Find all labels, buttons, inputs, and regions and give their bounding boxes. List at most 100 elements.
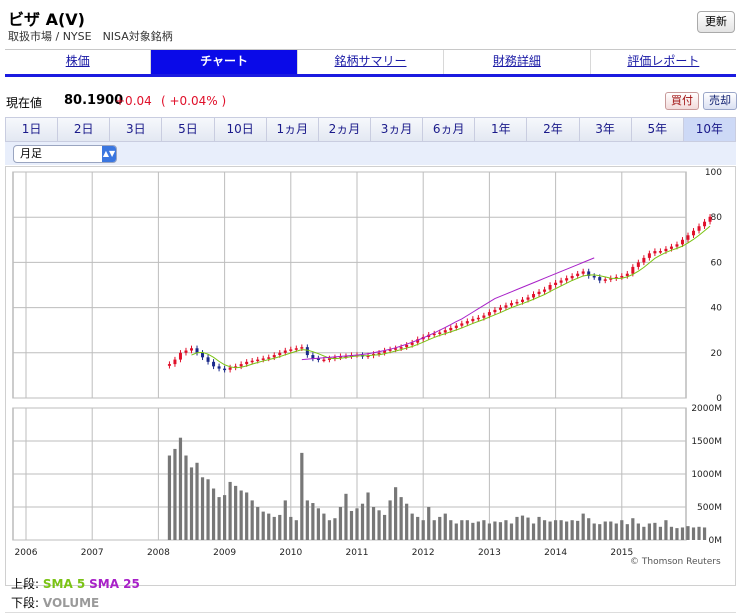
tab-rating-report[interactable]: 評価レポート — [589, 50, 736, 74]
divider — [5, 612, 736, 613]
volume-bar — [239, 490, 243, 540]
period-2m[interactable]: 2ヵ月 — [317, 118, 370, 141]
buy-button[interactable]: 買付 — [665, 92, 699, 110]
price-tick-label: 40 — [711, 304, 723, 314]
candle-body — [708, 216, 712, 222]
volume-bar — [647, 523, 651, 540]
candle-body — [703, 221, 707, 227]
period-1m[interactable]: 1ヵ月 — [265, 118, 318, 141]
volume-bar — [289, 516, 293, 540]
candle-body — [383, 350, 387, 353]
chart-frame — [5, 166, 736, 586]
candle-body — [532, 294, 536, 298]
tab-stock-price[interactable]: 株価 — [65, 54, 90, 68]
candle-body — [697, 226, 701, 231]
volume-bar — [355, 508, 359, 540]
candle-body — [388, 349, 392, 351]
candle-body — [509, 303, 513, 306]
period-3m[interactable]: 3ヵ月 — [369, 118, 423, 141]
candle-body — [554, 282, 558, 285]
period-selector: 1日 2日 3日 5日 10日 1ヵ月 2ヵ月 3ヵ月 6ヵ月 1年 2年 3年… — [5, 117, 736, 142]
legend-upper-label: 上段: — [11, 577, 40, 591]
tab-chart[interactable]: チャート — [150, 50, 297, 74]
candle-body — [239, 364, 243, 367]
candle-body — [493, 309, 497, 313]
volume-bar — [167, 455, 172, 540]
period-2d[interactable]: 2日 — [57, 118, 110, 141]
volume-bar — [471, 522, 475, 540]
candle-body — [498, 307, 502, 310]
x-tick-label: 2013 — [478, 548, 501, 558]
candle-body — [206, 357, 210, 362]
candle-body — [267, 357, 271, 359]
volume-bar — [394, 487, 398, 540]
candle-body — [636, 262, 640, 267]
sma5-line — [191, 225, 711, 369]
volume-bar — [509, 523, 514, 540]
candle-body — [212, 361, 216, 367]
volume-bar — [405, 503, 409, 540]
volume-bar — [581, 513, 585, 540]
market-info: 取扱市場 / NYSE NISA対象銘柄 — [8, 30, 173, 43]
sell-button[interactable]: 売却 — [703, 92, 737, 110]
period-6m[interactable]: 6ヵ月 — [422, 118, 475, 141]
interval-select[interactable]: 月足 ▲▼ — [13, 145, 117, 163]
x-tick-label: 2014 — [544, 548, 567, 558]
volume-bar — [427, 507, 431, 540]
period-3d[interactable]: 3日 — [109, 118, 162, 141]
volume-bar — [195, 462, 199, 540]
candle-body — [377, 352, 381, 355]
volume-bar — [200, 477, 205, 540]
volume-bar — [520, 515, 525, 540]
price-tick-label: 0 — [716, 394, 722, 404]
period-5y[interactable]: 5年 — [630, 118, 683, 141]
volume-bar — [620, 520, 624, 540]
x-tick-label: 2015 — [610, 548, 633, 558]
volume-bar — [504, 520, 508, 540]
period-2y[interactable]: 2年 — [526, 118, 579, 141]
candle-body — [443, 330, 447, 333]
volume-bar — [609, 521, 613, 540]
tab-summary[interactable]: 銘柄サマリー — [296, 50, 443, 74]
volume-bar — [614, 523, 618, 540]
candle-body — [173, 359, 177, 365]
candle-body — [454, 325, 458, 328]
candle-body — [432, 333, 436, 336]
candle-body — [184, 350, 188, 353]
period-10d[interactable]: 10日 — [213, 118, 266, 141]
candle-body — [289, 349, 293, 351]
candle-body — [669, 246, 673, 249]
legend-volume: VOLUME — [42, 596, 100, 610]
period-10y[interactable]: 10年 — [682, 118, 735, 141]
volume-tick-label: 1000M — [691, 470, 722, 480]
volume-bar — [283, 500, 287, 540]
volume-bar — [548, 521, 552, 540]
candle-body — [460, 323, 464, 326]
legend-lower-label: 下段: — [11, 596, 40, 610]
candle-body — [642, 257, 646, 263]
volume-tick-label: 500M — [697, 503, 722, 513]
volume-bar — [697, 526, 701, 540]
period-1y[interactable]: 1年 — [474, 118, 527, 141]
volume-bar — [598, 524, 602, 540]
candle-body — [664, 248, 668, 252]
candle-body — [548, 285, 552, 290]
candle-body — [647, 253, 651, 258]
candle-body — [195, 348, 199, 353]
volume-bar — [366, 492, 370, 540]
refresh-button[interactable]: 更新 — [697, 11, 735, 33]
volume-bar — [421, 520, 425, 540]
volume-bar — [173, 448, 177, 540]
tab-financials[interactable]: 財務詳細 — [443, 50, 589, 74]
period-1d[interactable]: 1日 — [6, 118, 58, 141]
volume-bar — [300, 452, 304, 540]
volume-bar — [691, 527, 696, 540]
candle-body — [526, 297, 530, 300]
period-3y[interactable]: 3年 — [578, 118, 631, 141]
period-5d[interactable]: 5日 — [161, 118, 214, 141]
volume-bar — [311, 503, 315, 540]
candle-body — [394, 348, 398, 350]
candle-body — [625, 273, 629, 276]
volume-bar — [686, 526, 690, 540]
volume-bar — [680, 527, 685, 540]
